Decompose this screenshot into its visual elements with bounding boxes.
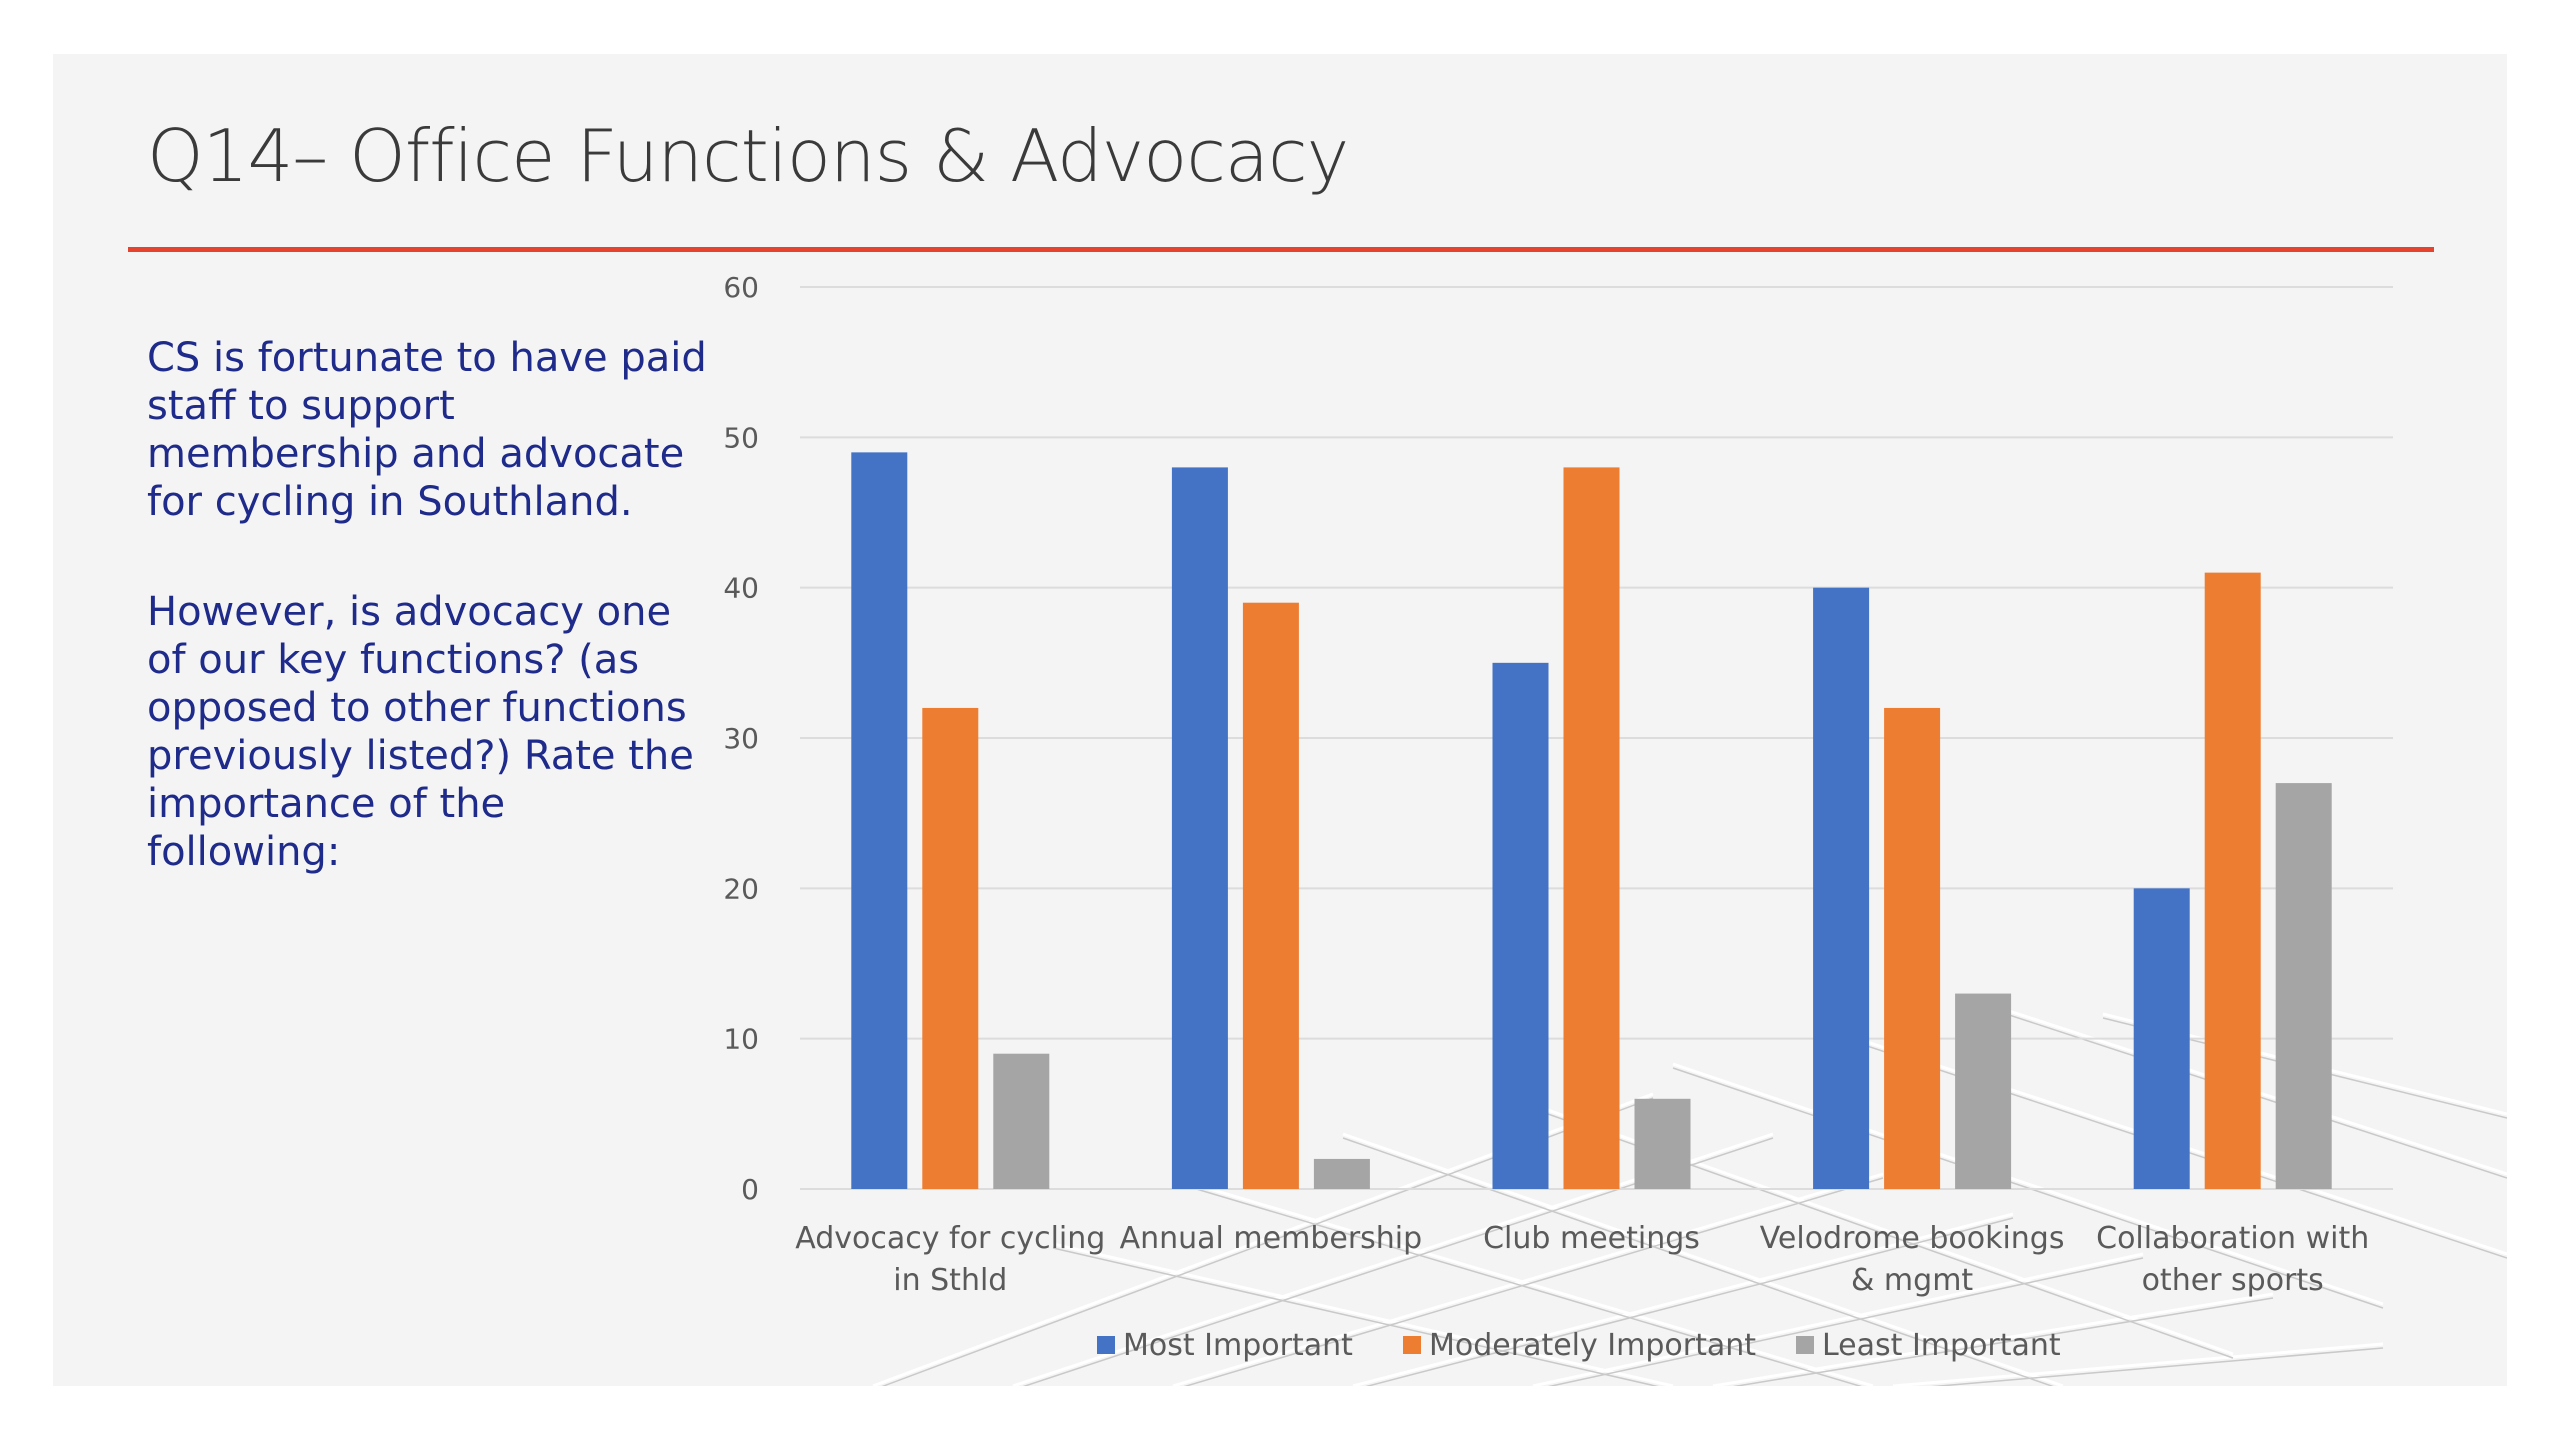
x-axis: Advocacy for cycling in Sthld Annual membe… bbox=[795, 1221, 2369, 1298]
category-label: other sports bbox=[2142, 1263, 2324, 1298]
legend-label: Most Important bbox=[1123, 1328, 1353, 1363]
side-paragraph-2: However, is advocacy one of our key func… bbox=[147, 589, 694, 875]
bar bbox=[1171, 467, 1228, 1189]
side-text: CS is fortunate to have paid staff to su… bbox=[147, 334, 707, 938]
bar bbox=[1563, 467, 1620, 1189]
bar bbox=[1492, 662, 1549, 1189]
floor-line-shadow bbox=[1930, 1347, 2384, 1386]
floor-line bbox=[1352, 1212, 2014, 1386]
category-label: Collaboration with bbox=[2096, 1221, 2369, 1256]
y-tick-label: 10 bbox=[723, 1023, 759, 1056]
floor-line-shadow bbox=[1342, 1137, 2054, 1386]
floor-line-shadow bbox=[1732, 1297, 2274, 1386]
category-label: & mgmt bbox=[1851, 1263, 1973, 1298]
y-tick-label: 20 bbox=[723, 872, 759, 905]
y-tick-label: 30 bbox=[723, 722, 759, 755]
bar bbox=[2133, 888, 2190, 1189]
floor-line bbox=[1502, 1092, 2234, 1356]
y-tick-label: 0 bbox=[741, 1173, 759, 1206]
bar bbox=[1813, 587, 1870, 1189]
legend-swatch bbox=[1796, 1336, 1814, 1354]
y-tick-label: 40 bbox=[723, 572, 759, 605]
bar bbox=[2275, 783, 2332, 1189]
bar bbox=[1313, 1158, 1370, 1189]
floor-line-shadow bbox=[1547, 1257, 2144, 1386]
category-label: in Sthld bbox=[893, 1263, 1007, 1298]
floor-line bbox=[1172, 1172, 1884, 1386]
y-tick-label: 50 bbox=[723, 421, 759, 454]
slide: Q14– Office Functions & Advocacy CS is f… bbox=[53, 54, 2507, 1386]
floor-line bbox=[1672, 1062, 2384, 1306]
floor-line-shadow bbox=[1052, 1247, 1659, 1386]
floor-line-shadow bbox=[1502, 1097, 2234, 1359]
slide-title: Q14– Office Functions & Advocacy bbox=[147, 114, 1349, 198]
bar bbox=[1242, 602, 1299, 1189]
floor-line-shadow bbox=[1183, 1177, 1884, 1386]
category-label: Annual membership bbox=[1120, 1221, 1423, 1256]
floor-line bbox=[1192, 1182, 1874, 1386]
side-paragraph-1: CS is fortunate to have paid staff to su… bbox=[147, 335, 707, 525]
legend: Most Important Moderately Important Least … bbox=[1097, 1328, 2061, 1363]
legend-swatch bbox=[1097, 1336, 1115, 1354]
y-axis: 0 10 20 30 40 50 60 bbox=[723, 271, 759, 1206]
bar-chart: 0 10 20 30 40 50 60 Advocacy for cycling in Sth… bbox=[723, 271, 2507, 1386]
floor-line-shadow bbox=[1365, 1217, 2014, 1386]
y-tick-label: 60 bbox=[723, 271, 759, 304]
floor-line bbox=[1342, 1132, 2064, 1386]
category-label: Club meetings bbox=[1483, 1221, 1700, 1256]
legend-swatch bbox=[1403, 1336, 1421, 1354]
bar bbox=[1634, 1098, 1691, 1189]
bar bbox=[851, 452, 908, 1189]
legend-label: Least Important bbox=[1822, 1328, 2061, 1363]
floor-line-shadow bbox=[1192, 1187, 1863, 1386]
bar bbox=[922, 707, 979, 1189]
floor-line bbox=[1892, 1342, 2384, 1386]
bars bbox=[851, 452, 2332, 1189]
title-rule bbox=[128, 247, 2434, 252]
bar bbox=[1884, 707, 1941, 1189]
legend-label: Moderately Important bbox=[1429, 1328, 1756, 1363]
category-label: Velodrome bookings bbox=[1760, 1221, 2065, 1256]
category-label: Advocacy for cycling bbox=[795, 1221, 1105, 1256]
bar bbox=[2204, 572, 2261, 1189]
bar bbox=[1955, 993, 2012, 1189]
floor-line bbox=[1052, 1242, 1674, 1386]
bar bbox=[993, 1053, 1050, 1189]
floor-line bbox=[1532, 1252, 2144, 1386]
